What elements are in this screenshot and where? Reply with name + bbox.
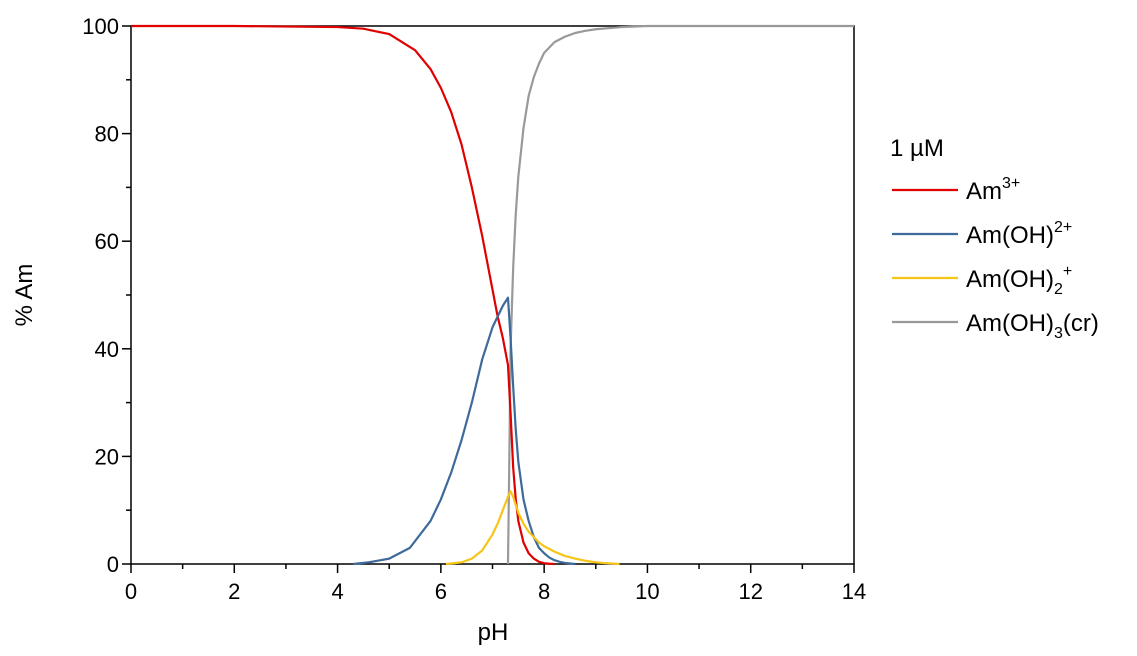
x-axis: 0 2 4 6 8 10 12 14 xyxy=(125,564,866,604)
x-tick-label: 14 xyxy=(842,579,866,604)
legend-title: 1 µM xyxy=(890,135,944,162)
x-tick-label: 10 xyxy=(635,579,659,604)
series-line-2 xyxy=(445,490,620,566)
y-tick-label: 20 xyxy=(95,444,119,469)
legend-label-1: Am(OH)2+ xyxy=(966,219,1072,249)
y-axis: 0 20 40 60 80 100 xyxy=(82,14,131,577)
x-tick-label: 6 xyxy=(435,579,447,604)
legend-label-3: Am(OH)3(cr) xyxy=(966,310,1099,342)
x-tick-label: 12 xyxy=(738,579,762,604)
legend: 1 µM Am3+ Am(OH)2+ Am(OH)2+ Am(OH)3(cr) xyxy=(890,135,1099,342)
y-tick-label: 80 xyxy=(95,122,119,147)
x-tick-label: 4 xyxy=(331,579,343,604)
y-axis-title: % Am xyxy=(11,264,38,327)
y-tick-label: 100 xyxy=(82,14,119,39)
x-tick-label: 8 xyxy=(538,579,550,604)
series-line-0 xyxy=(131,24,555,566)
y-tick-label: 60 xyxy=(95,229,119,254)
series-line-3 xyxy=(506,24,854,565)
y-tick-label: 40 xyxy=(95,337,119,362)
x-axis-title: pH xyxy=(478,619,509,646)
x-tick-label: 0 xyxy=(125,579,137,604)
series-line-1 xyxy=(352,296,576,566)
legend-label-0: Am3+ xyxy=(966,175,1020,205)
y-tick-label: 0 xyxy=(107,552,119,577)
legend-label-2: Am(OH)2+ xyxy=(966,263,1072,298)
series-lines xyxy=(131,24,854,566)
x-tick-label: 2 xyxy=(228,579,240,604)
